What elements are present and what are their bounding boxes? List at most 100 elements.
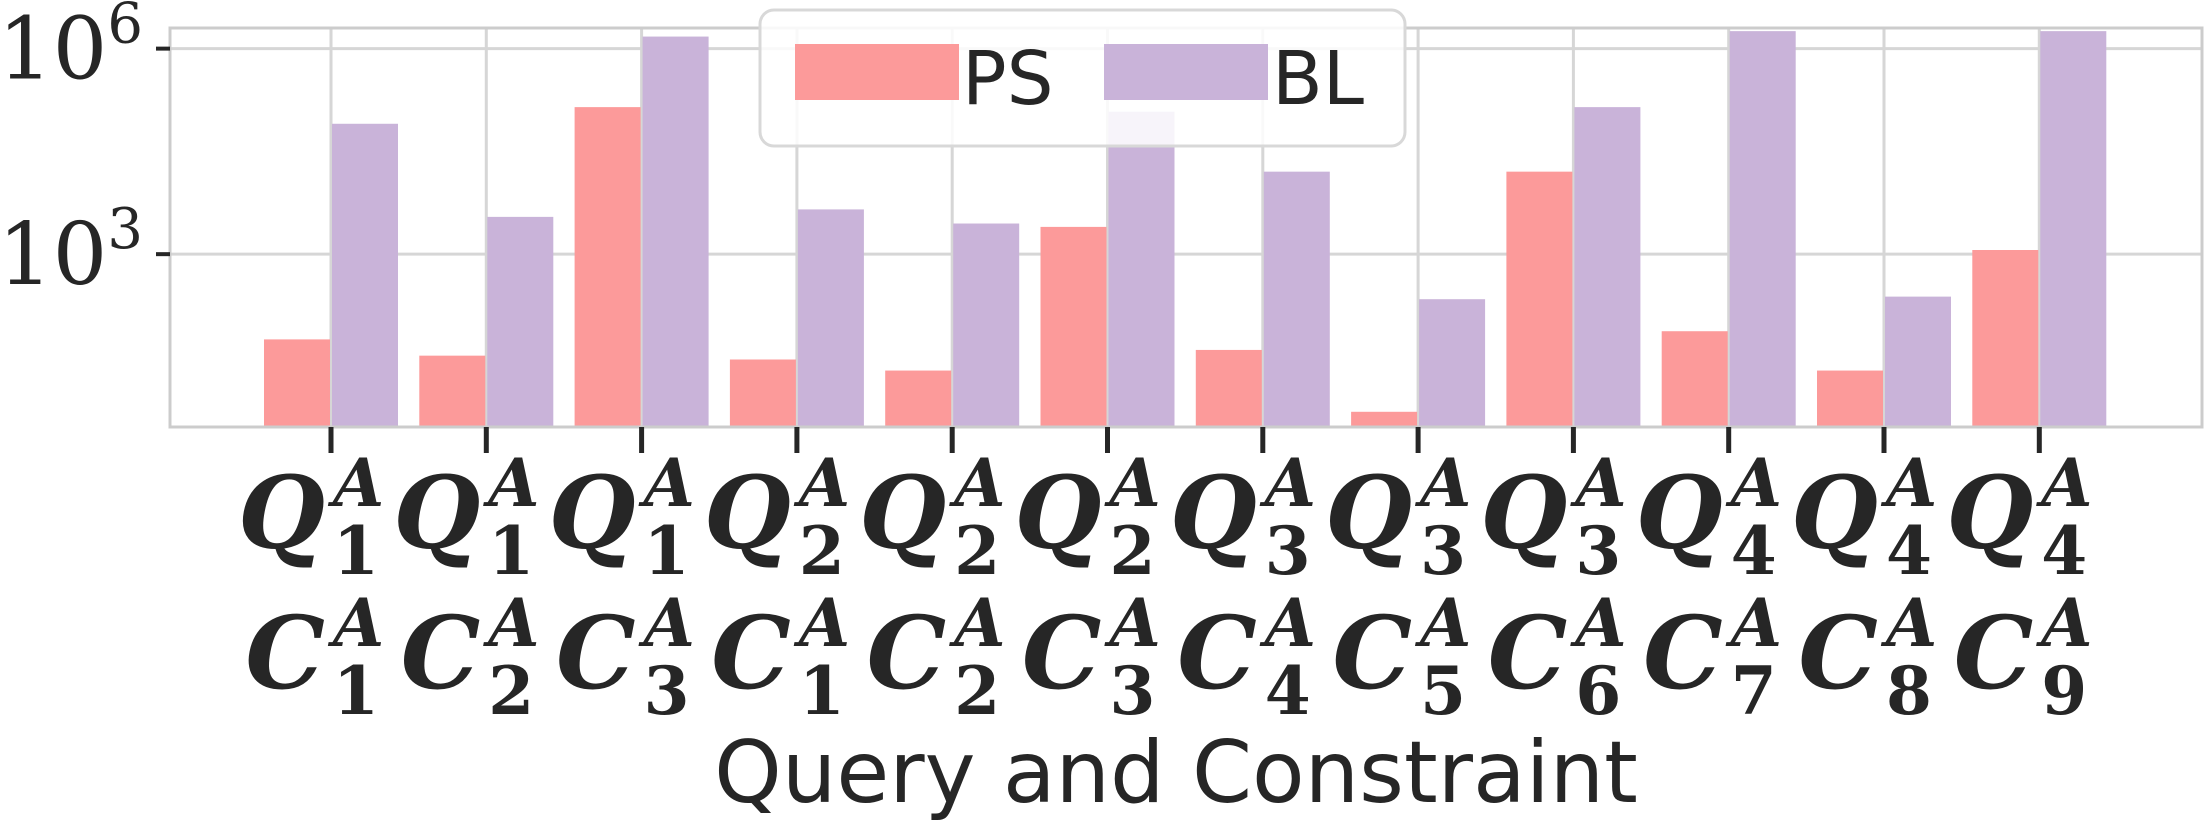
svg-text:A: A xyxy=(2035,584,2092,662)
legend-label-bl: BL xyxy=(1272,36,1364,122)
svg-text:C: C xyxy=(1643,594,1723,712)
x-tick-label-constraint-2: C A2 xyxy=(401,584,540,730)
svg-text:C: C xyxy=(1177,594,1257,712)
x-tick-label-constraint-6: C A3 xyxy=(1022,584,1161,730)
svg-text:A: A xyxy=(1725,584,1782,662)
svg-text:A: A xyxy=(1104,444,1161,522)
bar-ps-9 xyxy=(1506,171,1573,427)
svg-text:Q: Q xyxy=(859,454,946,572)
x-tick-label-constraint-12: C A9 xyxy=(1954,584,2093,730)
svg-text:C: C xyxy=(245,594,325,712)
x-tick-label-constraint-3: C A3 xyxy=(556,584,695,730)
bar-bl-10 xyxy=(1729,31,1796,427)
svg-text:3: 3 xyxy=(644,652,690,730)
svg-text:C: C xyxy=(1488,594,1568,712)
svg-text:2: 2 xyxy=(799,512,845,590)
svg-text:C: C xyxy=(1798,594,1878,712)
svg-text:C: C xyxy=(1333,594,1413,712)
svg-text:A: A xyxy=(1569,444,1626,522)
bar-bl-6 xyxy=(1108,111,1175,427)
bar-bl-11 xyxy=(1885,296,1951,427)
bar-ps-10 xyxy=(1661,331,1728,427)
svg-text:A: A xyxy=(948,584,1005,662)
svg-text:Q: Q xyxy=(1636,454,1723,572)
svg-text:1: 1 xyxy=(333,652,379,730)
svg-text:C: C xyxy=(1022,594,1102,712)
bar-ps-1 xyxy=(264,339,330,427)
svg-text:4: 4 xyxy=(1886,512,1932,590)
bar-ps-2 xyxy=(419,355,486,427)
svg-text:A: A xyxy=(482,444,539,522)
bar-bl-5 xyxy=(953,223,1020,427)
svg-text:3: 3 xyxy=(1265,512,1311,590)
svg-text:1: 1 xyxy=(799,652,845,730)
svg-text:A: A xyxy=(793,584,850,662)
svg-text:2: 2 xyxy=(1110,512,1156,590)
bar-bl-2 xyxy=(487,216,554,427)
x-tick-label-constraint-11: C A8 xyxy=(1798,584,1937,730)
x-tick-label-query-3: Q A1 xyxy=(548,444,694,590)
svg-text:Q: Q xyxy=(704,454,791,572)
svg-text:3: 3 xyxy=(1110,652,1156,730)
x-tick-label-query-9: Q A3 xyxy=(1480,444,1626,590)
svg-text:A: A xyxy=(1880,444,1937,522)
x-tick-label-constraint-9: C A6 xyxy=(1488,584,1627,730)
y-axis: 103 106 xyxy=(0,0,170,305)
svg-text:8: 8 xyxy=(1886,652,1932,730)
svg-text:A: A xyxy=(1569,584,1626,662)
x-axis-title: Query and Constraint xyxy=(714,723,1638,823)
svg-text:C: C xyxy=(867,594,947,712)
bar-ps-5 xyxy=(885,370,952,427)
bar-ps-3 xyxy=(574,107,641,427)
svg-text:Q: Q xyxy=(1946,454,2033,572)
svg-text:A: A xyxy=(482,584,539,662)
bar-ps-6 xyxy=(1040,226,1107,427)
x-tick-label-query-7: Q A3 xyxy=(1170,444,1316,590)
svg-text:A: A xyxy=(1259,444,1316,522)
svg-text:C: C xyxy=(711,594,791,712)
svg-text:A: A xyxy=(327,444,384,522)
svg-text:A: A xyxy=(1414,584,1471,662)
svg-text:A: A xyxy=(327,584,384,662)
svg-text:1: 1 xyxy=(644,512,690,590)
svg-text:A: A xyxy=(638,584,695,662)
x-tick-label-query-10: Q A4 xyxy=(1636,444,1782,590)
x-tick-label-constraint-7: C A4 xyxy=(1177,584,1316,730)
svg-text:A: A xyxy=(1880,584,1937,662)
svg-text:Q: Q xyxy=(548,454,635,572)
svg-text:A: A xyxy=(948,444,1005,522)
svg-text:Q: Q xyxy=(1325,454,1412,572)
svg-text:Q: Q xyxy=(1170,454,1257,572)
svg-text:A: A xyxy=(638,444,695,522)
legend-swatch-ps xyxy=(795,44,959,100)
svg-text:Q: Q xyxy=(1480,454,1567,572)
bar-bl-4 xyxy=(797,209,864,427)
svg-text:1: 1 xyxy=(488,512,534,590)
svg-text:1: 1 xyxy=(333,512,379,590)
x-tick-label-constraint-8: C A5 xyxy=(1333,584,1472,730)
bar-bl-7 xyxy=(1263,171,1330,427)
svg-text:Q: Q xyxy=(1791,454,1878,572)
svg-text:6: 6 xyxy=(1575,652,1621,730)
svg-text:Q: Q xyxy=(238,454,325,572)
bar-bl-1 xyxy=(332,123,398,427)
bar-ps-11 xyxy=(1817,370,1883,427)
x-axis: Q A1C A1Q A1C A2Q A1C A3Q A2C A1Q A2C A2Q A2C A3Q A3C… xyxy=(238,427,2093,730)
x-tick-label-constraint-4: C A1 xyxy=(711,584,850,730)
y-tick-label: 103 xyxy=(0,197,143,305)
x-tick-label-constraint-5: C A2 xyxy=(867,584,1006,730)
svg-text:A: A xyxy=(1259,584,1316,662)
x-tick-label-query-6: Q A2 xyxy=(1014,444,1160,590)
legend: PS BL xyxy=(758,8,1407,148)
svg-text:C: C xyxy=(401,594,481,712)
svg-text:3: 3 xyxy=(1575,512,1621,590)
svg-text:A: A xyxy=(1414,444,1471,522)
svg-text:A: A xyxy=(1104,584,1161,662)
x-tick-label-query-1: Q A1 xyxy=(238,444,384,590)
svg-text:4: 4 xyxy=(1265,652,1311,730)
bar-bl-9 xyxy=(1574,107,1641,427)
svg-text:2: 2 xyxy=(488,652,534,730)
x-tick-label-constraint-1: C A1 xyxy=(245,584,384,730)
x-tick-label-query-4: Q A2 xyxy=(704,444,850,590)
